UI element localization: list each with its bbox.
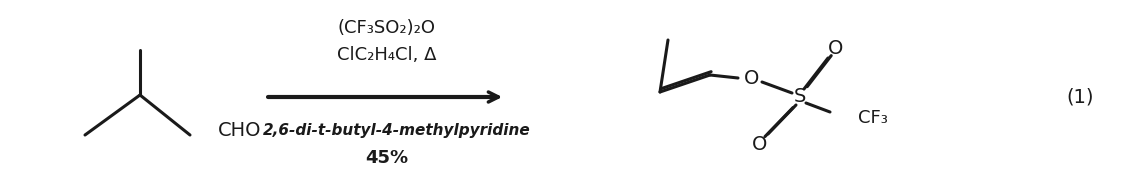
Text: 2,6-di-t-butyl-4-methylpyridine: 2,6-di-t-butyl-4-methylpyridine	[263, 122, 531, 138]
Text: S: S	[794, 87, 806, 107]
Text: O: O	[829, 38, 843, 57]
Text: ClC₂H₄Cl, Δ: ClC₂H₄Cl, Δ	[336, 46, 436, 64]
Text: (CF₃SO₂)₂O: (CF₃SO₂)₂O	[338, 19, 436, 37]
Text: CHO: CHO	[218, 120, 262, 139]
Text: O: O	[752, 134, 768, 153]
Text: O: O	[744, 68, 760, 87]
Text: 45%: 45%	[365, 149, 408, 167]
Text: CF₃: CF₃	[858, 109, 887, 127]
Text: (1): (1)	[1066, 87, 1094, 107]
